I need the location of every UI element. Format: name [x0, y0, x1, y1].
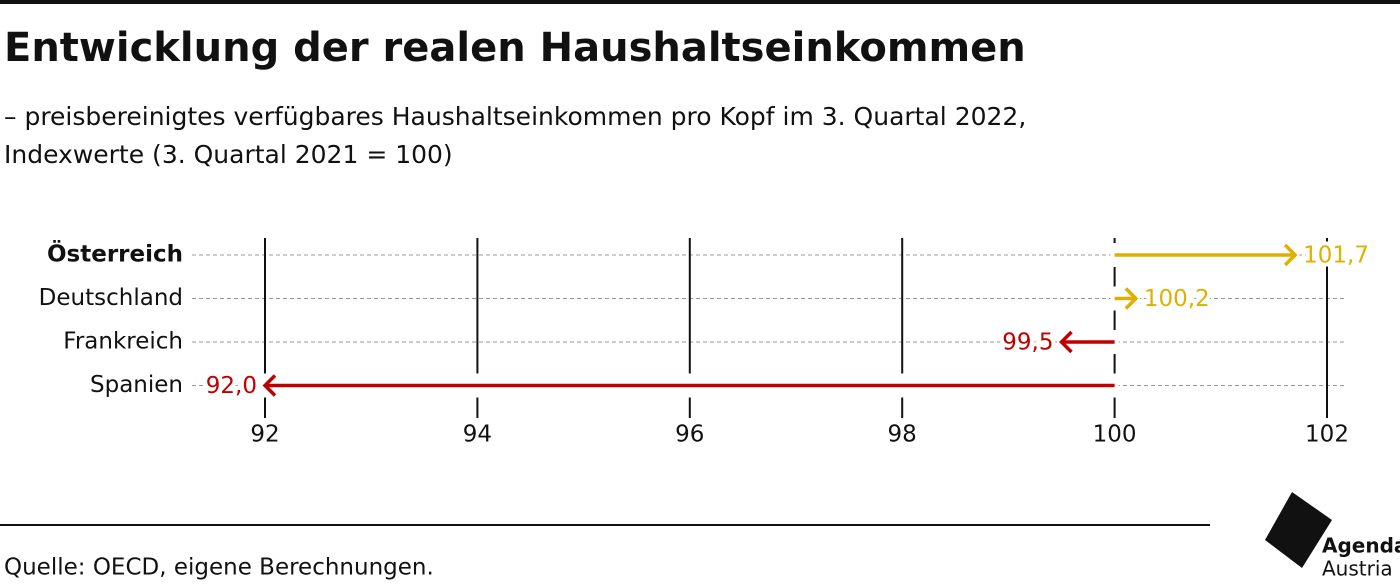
- logo-text: Austria: [1322, 557, 1393, 581]
- top-rule: [0, 0, 1400, 4]
- value-label: 101,7: [1303, 243, 1369, 269]
- value-label: 100,2: [1144, 286, 1210, 312]
- x-tick-label: 100: [1093, 422, 1137, 448]
- arrow-head: [1283, 243, 1298, 267]
- category-label: Spanien: [90, 372, 183, 398]
- category-label: Deutschland: [39, 285, 183, 311]
- x-tick-label: 94: [463, 422, 492, 448]
- x-tick-label: 102: [1305, 422, 1349, 448]
- value-label: 99,5: [1002, 330, 1053, 356]
- value-label: 92,0: [206, 373, 257, 399]
- x-tick-label: 98: [888, 422, 917, 448]
- chart-title: Entwicklung der realen Haushaltseinkomme…: [4, 25, 1026, 71]
- category-label: Österreich: [47, 240, 183, 268]
- category-label: Frankreich: [63, 329, 183, 355]
- x-tick-label: 96: [675, 422, 704, 448]
- logo-mark: [1265, 492, 1332, 568]
- x-tick-label: 92: [250, 422, 279, 448]
- arrow-head: [1124, 287, 1139, 310]
- subtitle: Indexwerte (3. Quartal 2021 = 100): [4, 140, 453, 169]
- source: Quelle: OECD, eigene Berechnungen.: [4, 555, 434, 581]
- subtitle: – preisbereinigtes verfügbares Haushalts…: [4, 102, 1026, 131]
- arrow-head: [1059, 330, 1073, 354]
- arrow-head: [262, 374, 277, 397]
- logo-text: Agenda: [1322, 534, 1400, 558]
